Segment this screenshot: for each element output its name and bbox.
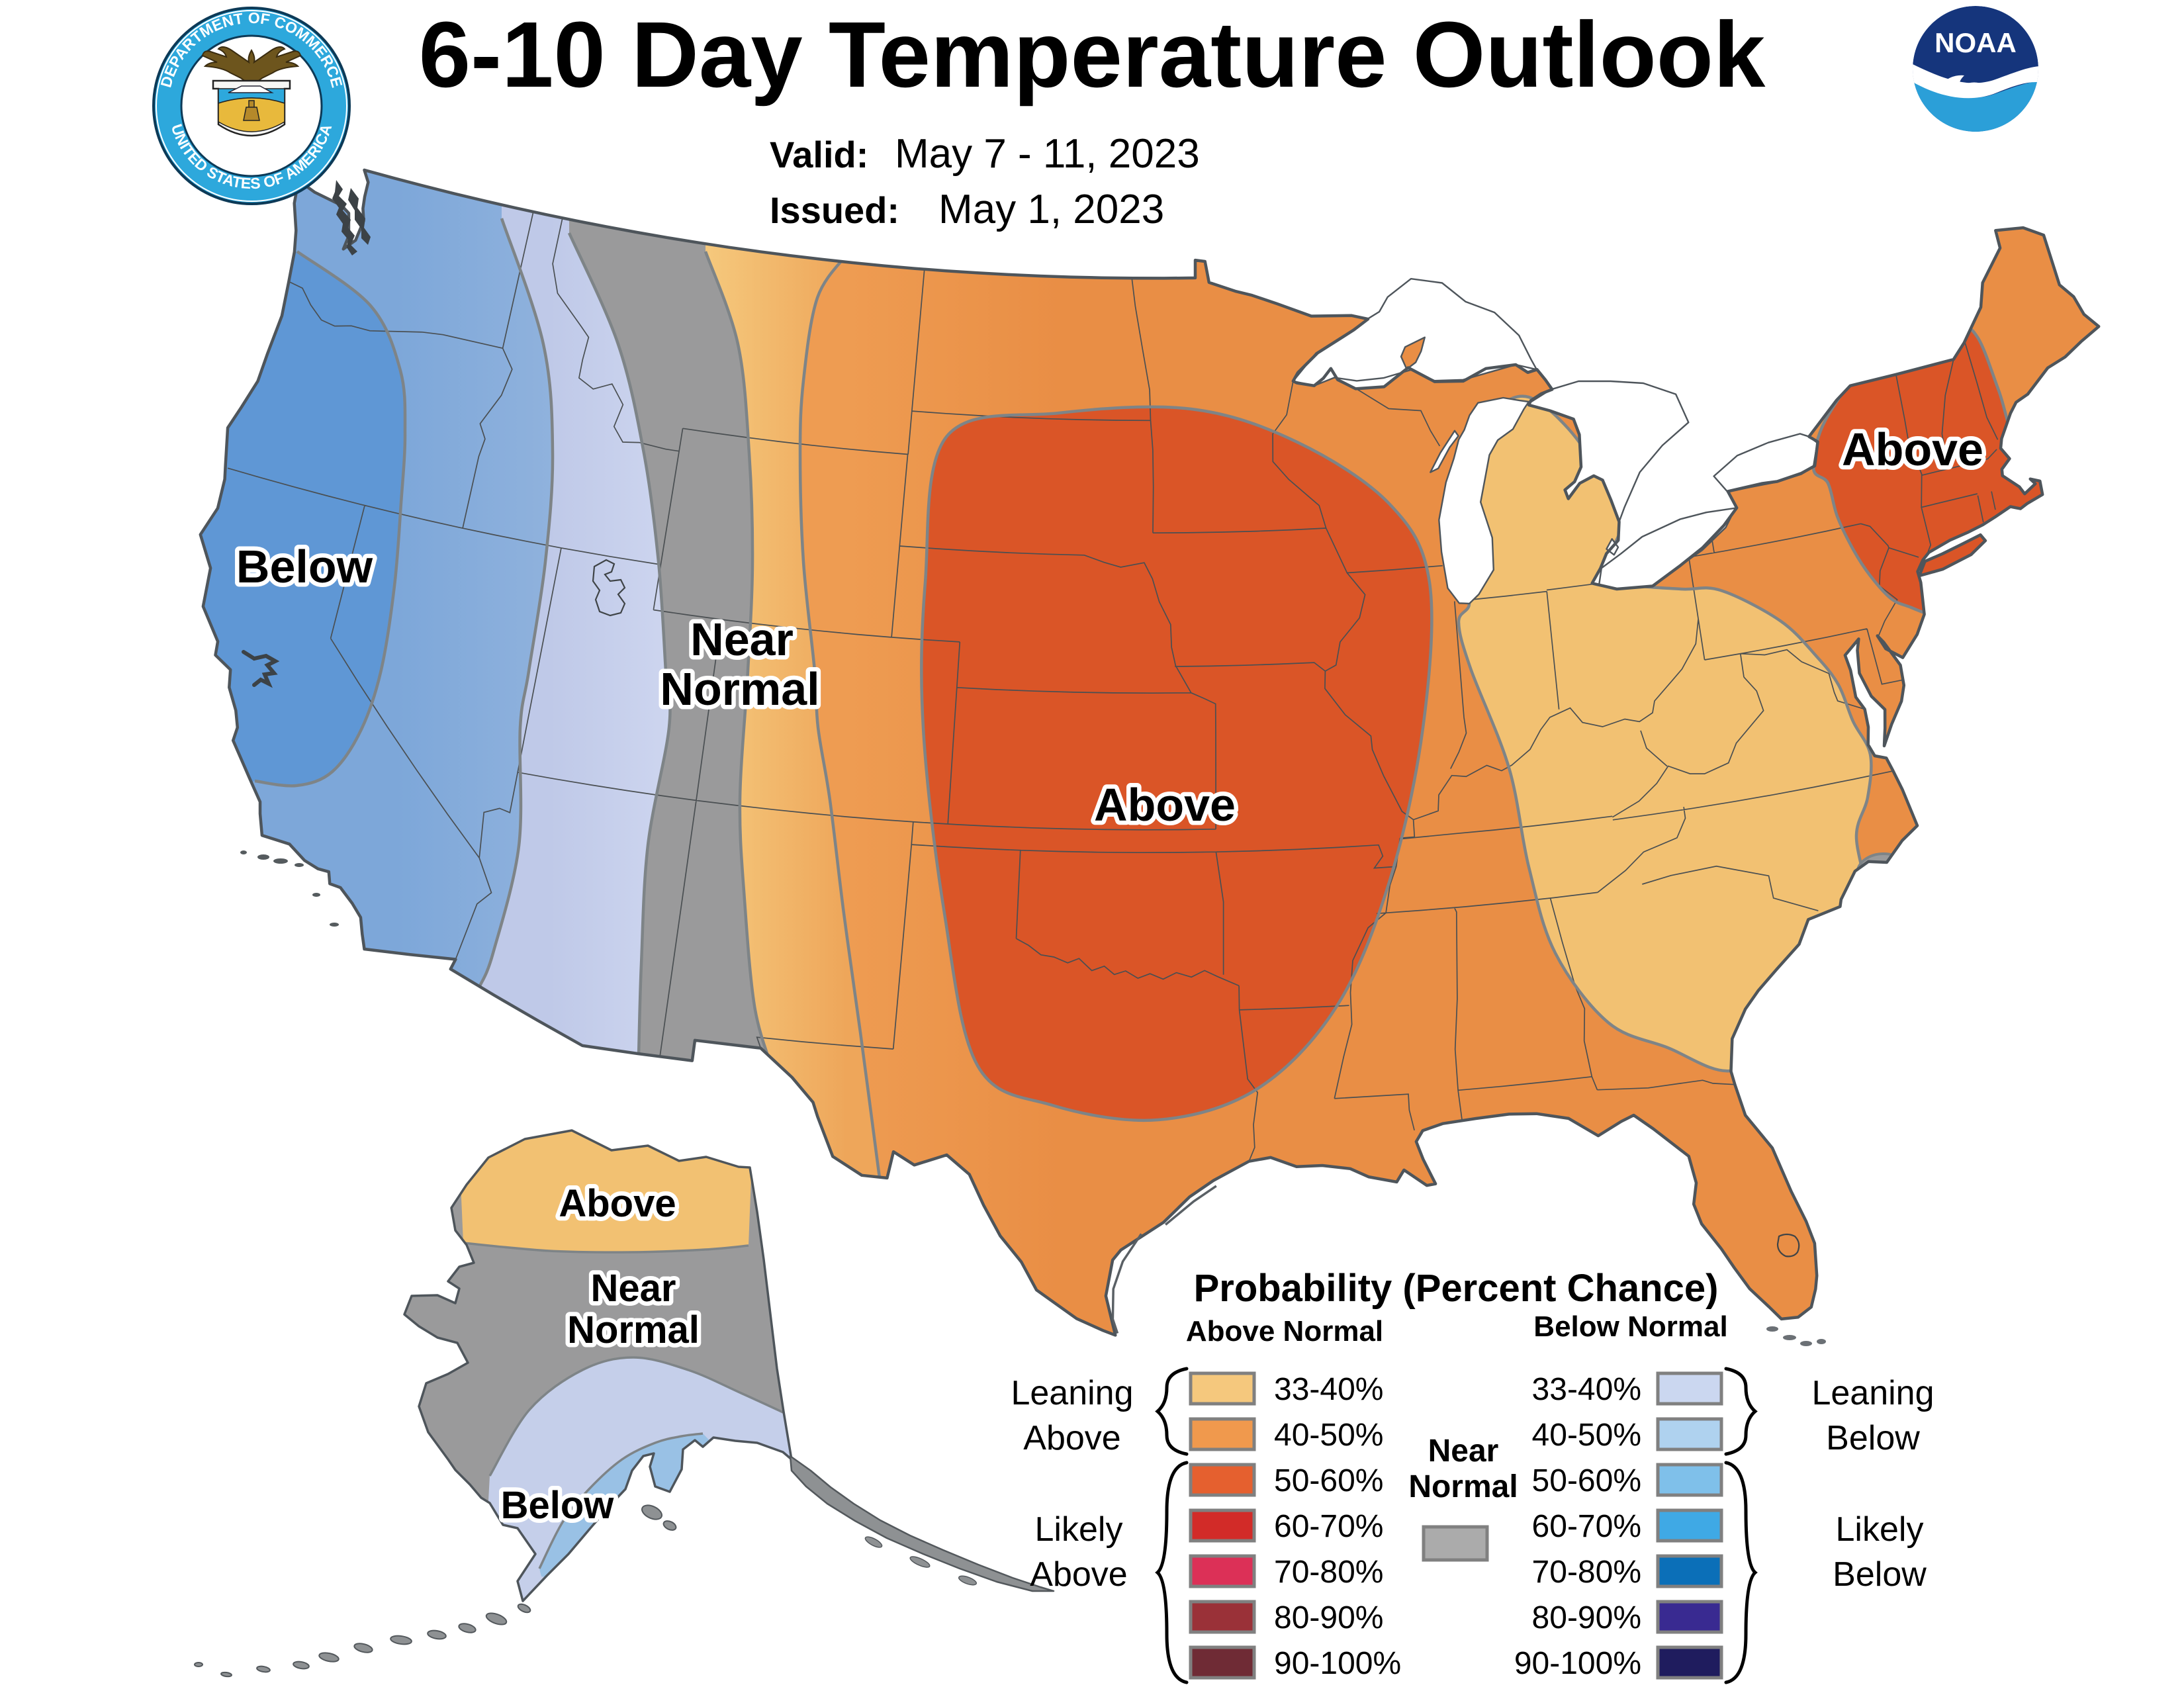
svg-text:Below Normal: Below Normal: [1533, 1310, 1727, 1343]
svg-text:Normal: Normal: [567, 1308, 700, 1351]
svg-text:50-60%: 50-60%: [1532, 1463, 1641, 1498]
svg-text:Valid:May 7 - 11, 2023: Valid: May 7 - 11, 2023: [770, 131, 1200, 177]
svg-text:Below: Below: [236, 541, 373, 592]
svg-text:Near: Near: [591, 1267, 676, 1310]
svg-text:40-50%: 40-50%: [1274, 1418, 1383, 1453]
svg-text:Near: Near: [690, 614, 794, 665]
svg-text:Issued:May 1, 2023: Issued: May 1, 2023: [770, 187, 1164, 232]
svg-text:Above: Above: [1030, 1555, 1127, 1594]
svg-text:Above: Above: [1023, 1419, 1120, 1457]
svg-text:Below: Below: [501, 1484, 615, 1527]
svg-text:60-70%: 60-70%: [1274, 1509, 1383, 1544]
svg-text:50-60%: 50-60%: [1274, 1463, 1383, 1498]
svg-text:6-10 Day Temperature Outlook: 6-10 Day Temperature Outlook: [419, 2, 1766, 107]
svg-text:33-40%: 33-40%: [1532, 1372, 1641, 1407]
svg-text:Below: Below: [1826, 1419, 1920, 1457]
svg-text:Below: Below: [1833, 1555, 1927, 1594]
svg-text:Normal: Normal: [660, 663, 819, 715]
svg-text:Above: Above: [1842, 424, 1983, 475]
svg-text:Near: Near: [1428, 1434, 1499, 1469]
svg-text:70-80%: 70-80%: [1274, 1555, 1383, 1590]
svg-text:Likely: Likely: [1836, 1510, 1924, 1549]
svg-text:40-50%: 40-50%: [1532, 1418, 1641, 1453]
svg-text:Leaning: Leaning: [1011, 1374, 1133, 1412]
svg-text:90-100%: 90-100%: [1274, 1646, 1401, 1681]
svg-text:Normal: Normal: [1408, 1469, 1518, 1504]
svg-text:Above Normal: Above Normal: [1186, 1315, 1383, 1348]
svg-text:33-40%: 33-40%: [1274, 1372, 1383, 1407]
svg-text:Likely: Likely: [1035, 1510, 1123, 1549]
svg-text:70-80%: 70-80%: [1532, 1555, 1641, 1590]
svg-text:Probability (Percent Chance): Probability (Percent Chance): [1194, 1267, 1719, 1310]
svg-text:90-100%: 90-100%: [1514, 1646, 1641, 1681]
svg-text:60-70%: 60-70%: [1532, 1509, 1641, 1544]
svg-text:Leaning: Leaning: [1811, 1374, 1934, 1412]
svg-text:80-90%: 80-90%: [1274, 1600, 1383, 1635]
svg-text:Above: Above: [1094, 779, 1236, 831]
svg-text:NOAA: NOAA: [1934, 27, 2017, 58]
svg-text:80-90%: 80-90%: [1532, 1600, 1641, 1635]
svg-text:Above: Above: [559, 1182, 676, 1225]
